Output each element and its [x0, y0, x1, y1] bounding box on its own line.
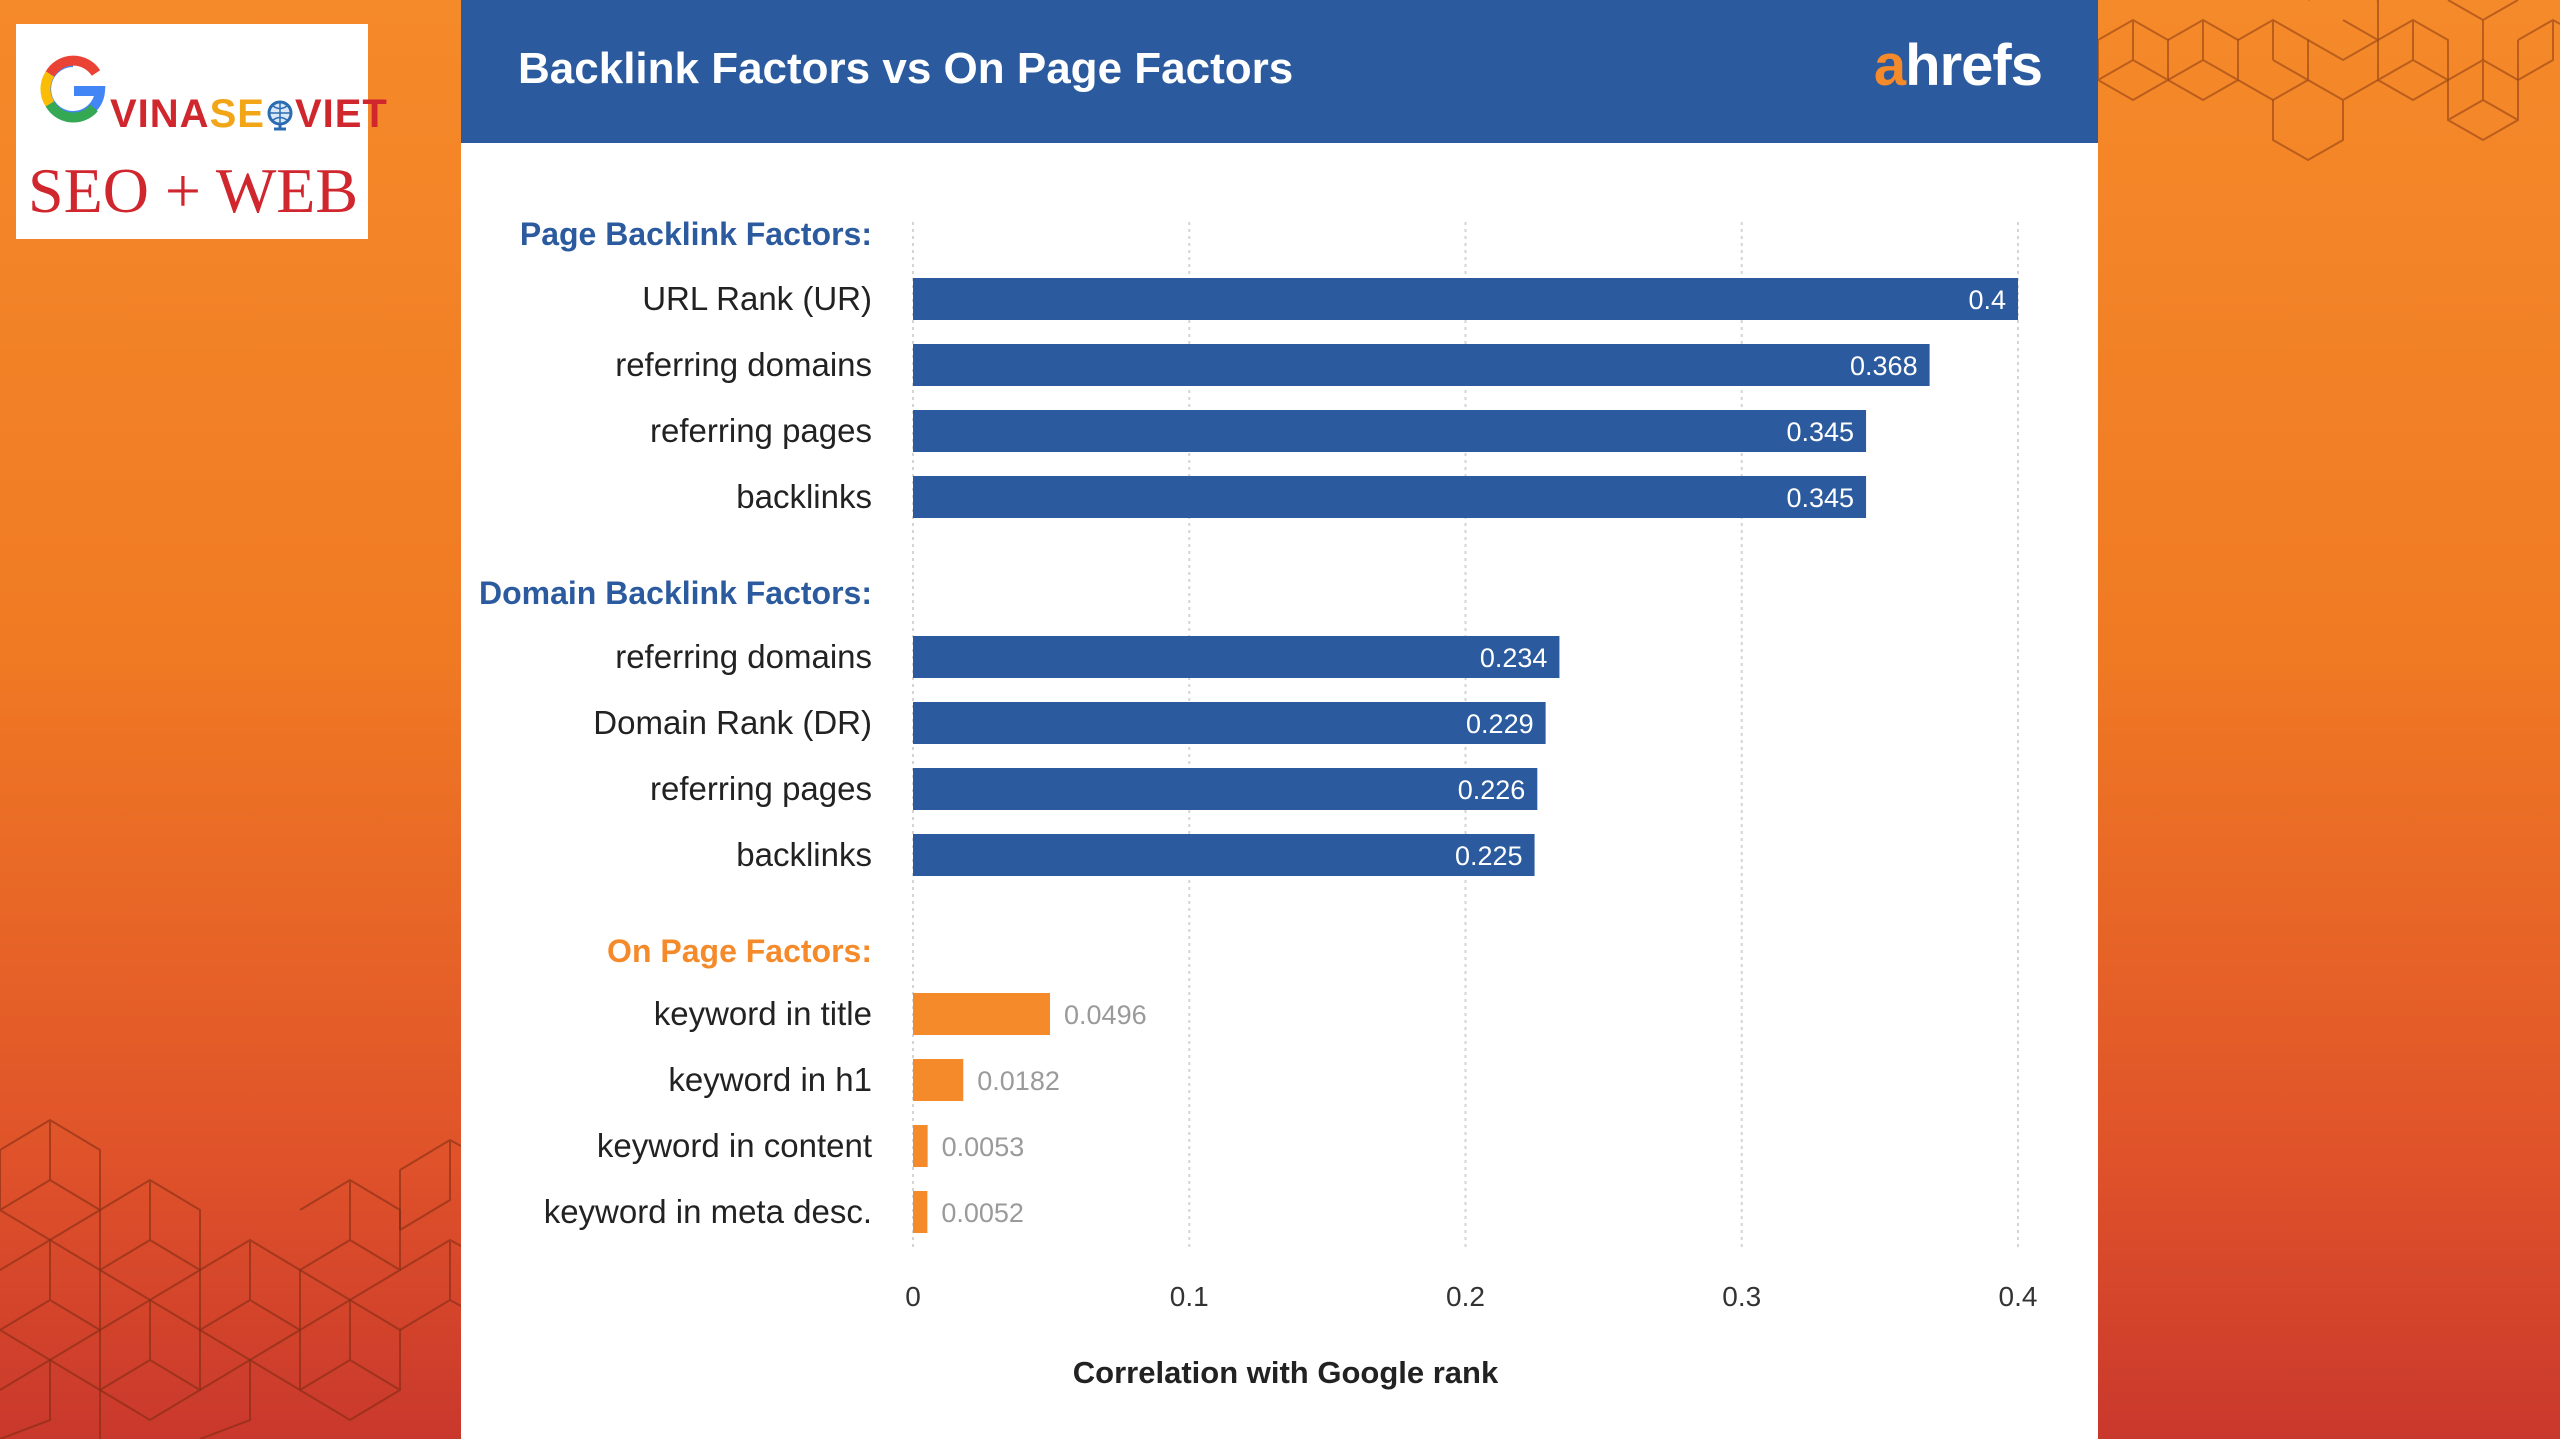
bar [913, 1191, 928, 1233]
bar [913, 702, 1546, 744]
bar-value-label: 0.234 [1480, 643, 1548, 673]
logo-tagline: SEO + WEB [28, 155, 359, 226]
bar-value-label: 0.345 [1786, 483, 1854, 513]
category-label: referring pages [650, 770, 872, 807]
x-axis-label: Correlation with Google rank [1073, 1355, 1499, 1390]
category-label: keyword in content [597, 1127, 872, 1164]
logo-word-seo: SE [209, 92, 265, 136]
bar-value-label: 0.226 [1458, 775, 1526, 805]
bar [913, 1059, 964, 1101]
bar [913, 993, 1051, 1035]
bar [913, 410, 1867, 452]
category-label: referring pages [650, 412, 872, 449]
bar [913, 278, 2018, 320]
google-g-icon [40, 55, 106, 123]
chart-card: Backlink Factors vs On Page Factors ahre… [461, 0, 2098, 1439]
category-label: backlinks [736, 836, 872, 873]
x-tick-label: 0.3 [1722, 1281, 1761, 1312]
group-heading-1: Page Backlink Factors: [520, 216, 872, 252]
category-label: URL Rank (UR) [642, 280, 872, 317]
bar-value-label: 0.225 [1455, 841, 1523, 871]
category-label: backlinks [736, 478, 872, 515]
bar-value-label: 0.0053 [942, 1132, 1025, 1162]
bar [913, 768, 1538, 810]
category-label: referring domains [615, 346, 872, 383]
group-heading-2: Domain Backlink Factors: [479, 575, 872, 611]
x-tick-label: 0.1 [1170, 1281, 1209, 1312]
bar-value-label: 0.229 [1466, 709, 1534, 739]
group-heading-3: On Page Factors: [607, 933, 872, 969]
logo-word-viet: VIET [294, 92, 388, 136]
bar-value-label: 0.368 [1850, 351, 1918, 381]
bar [913, 1125, 928, 1167]
ahrefs-logo-a: a [1873, 33, 1906, 98]
correlation-bar-chart: 0 0.1 0.2 0.3 0.4 Correlation with Google ran… [479, 216, 2038, 1390]
globe-icon [267, 100, 293, 131]
bar-value-label: 0.0496 [1064, 1000, 1147, 1030]
bar [913, 476, 1867, 518]
category-label: referring domains [615, 638, 872, 675]
ahrefs-logo-rest: hrefs [1905, 33, 2043, 98]
category-label: keyword in h1 [668, 1061, 872, 1098]
bar-value-label: 0.4 [1968, 285, 2006, 315]
x-tick-label: 0.2 [1446, 1281, 1485, 1312]
bar-value-label: 0.345 [1786, 417, 1854, 447]
bar [913, 834, 1535, 876]
x-tick-label: 0.4 [1999, 1281, 2038, 1312]
cube-pattern-top-right [2098, 0, 2560, 162]
bar-value-label: 0.0052 [941, 1198, 1024, 1228]
logo-wordmark: VINASE VIET [110, 92, 388, 137]
bar-value-label: 0.0182 [977, 1066, 1060, 1096]
category-label: Domain Rank (DR) [593, 704, 872, 741]
ahrefs-logo: ahrefs [1873, 32, 2043, 99]
chart-title: Backlink Factors vs On Page Factors [518, 44, 1294, 93]
category-label: keyword in title [654, 995, 872, 1032]
cube-pattern-bottom-left [0, 1118, 461, 1439]
x-tick-label: 0 [905, 1281, 921, 1312]
bar [913, 344, 1930, 386]
category-label: keyword in meta desc. [544, 1193, 872, 1230]
logo-word-vina: VINA [110, 92, 210, 136]
chart-header: Backlink Factors vs On Page Factors ahre… [461, 0, 2098, 143]
bar [913, 636, 1560, 678]
vinaseoviet-logo: VINASE VIET SEO + WEB [16, 24, 387, 239]
